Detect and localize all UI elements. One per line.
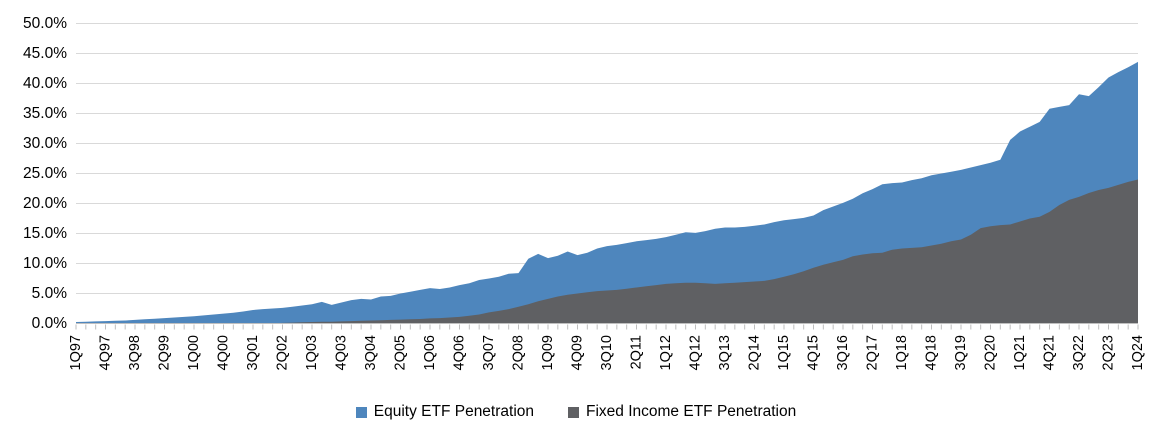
x-axis-label-4Q18: 4Q18 [924,335,940,370]
x-axis-label-3Q98: 3Q98 [127,335,143,370]
equity-legend-swatch-icon [355,406,367,418]
x-axis-label-3Q10: 3Q10 [599,335,615,370]
legend-label-fixed-income: Fixed Income ETF Penetration [586,403,797,420]
x-axis-label-2Q08: 2Q08 [511,335,527,370]
y-axis-label-5.0%: 5.0% [32,285,68,302]
x-axis-label-4Q03: 4Q03 [334,335,350,370]
y-axis-label-40.0%: 40.0% [23,75,67,92]
fixed-income-legend-swatch-icon [568,406,580,418]
x-axis-label-1Q09: 1Q09 [540,335,556,370]
etf-penetration-area-chart: 0.0% 5.0% 10.0% 15.0% 20.0% 25.0% 30.0% 35.0% 40… [23,15,1146,370]
y-axis-label-20.0%: 20.0% [23,195,67,212]
y-axis-label-10.0%: 10.0% [23,255,67,272]
x-axis-label-4Q12: 4Q12 [688,335,704,370]
x-axis-label-1Q18: 1Q18 [894,335,910,370]
x-axis-label-2Q02: 2Q02 [275,335,291,370]
x-axis-label-4Q00: 4Q00 [216,335,232,370]
y-axis-label-0.0%: 0.0% [32,315,68,332]
x-axis-label-4Q21: 4Q21 [1042,335,1058,370]
x-axis-label-4Q06: 4Q06 [452,335,468,370]
x-axis-label-3Q01: 3Q01 [245,335,261,370]
x-axis-label-2Q17: 2Q17 [865,335,881,370]
x-axis-label-1Q03: 1Q03 [304,335,320,370]
x-axis-label-1Q15: 1Q15 [776,335,792,370]
legend-item-fixed-income: Fixed Income ETF Penetration [568,403,796,421]
legend-label-equity: Equity ETF Penetration [373,403,535,420]
x-axis-label-1Q21: 1Q21 [1012,335,1028,370]
legend-item-equity: Equity ETF Penetration [355,403,535,421]
x-axis-label-2Q23: 2Q23 [1101,335,1117,370]
x-axis-label-1Q97: 1Q97 [68,335,84,370]
x-axis-label-2Q14: 2Q14 [747,335,763,370]
x-axis-label-3Q22: 3Q22 [1071,335,1087,370]
x-axis-label-3Q16: 3Q16 [835,335,851,370]
y-axis-label-25.0%: 25.0% [23,165,67,182]
x-axis-label-1Q24: 1Q24 [1130,335,1146,370]
y-axis-label-45.0%: 45.0% [23,45,67,62]
x-axis-label-3Q19: 3Q19 [953,335,969,370]
area-series-1 [76,179,1138,324]
x-axis-label-2Q11: 2Q11 [629,335,645,369]
x-axis-label-4Q97: 4Q97 [98,335,114,370]
x-axis-label-3Q04: 3Q04 [363,335,379,370]
x-axis-label-2Q20: 2Q20 [983,335,999,370]
x-axis-label-3Q13: 3Q13 [717,335,733,370]
y-axis-label-50.0%: 50.0% [23,15,67,32]
x-axis-label-1Q06: 1Q06 [422,335,438,370]
x-axis-label-4Q09: 4Q09 [570,335,586,370]
x-axis-label-3Q07: 3Q07 [481,335,497,370]
x-axis-label-1Q12: 1Q12 [658,335,674,370]
x-axis-label-2Q99: 2Q99 [157,335,173,370]
y-axis-label-30.0%: 30.0% [23,135,67,152]
x-axis-label-1Q00: 1Q00 [186,335,202,370]
x-axis-label-2Q05: 2Q05 [393,335,409,370]
chart-legend: Equity ETF Penetration Fixed Income ETF … [0,403,1152,421]
y-axis-label-15.0%: 15.0% [23,225,67,242]
x-axis-label-4Q15: 4Q15 [806,335,822,370]
y-axis-label-35.0%: 35.0% [23,105,67,122]
